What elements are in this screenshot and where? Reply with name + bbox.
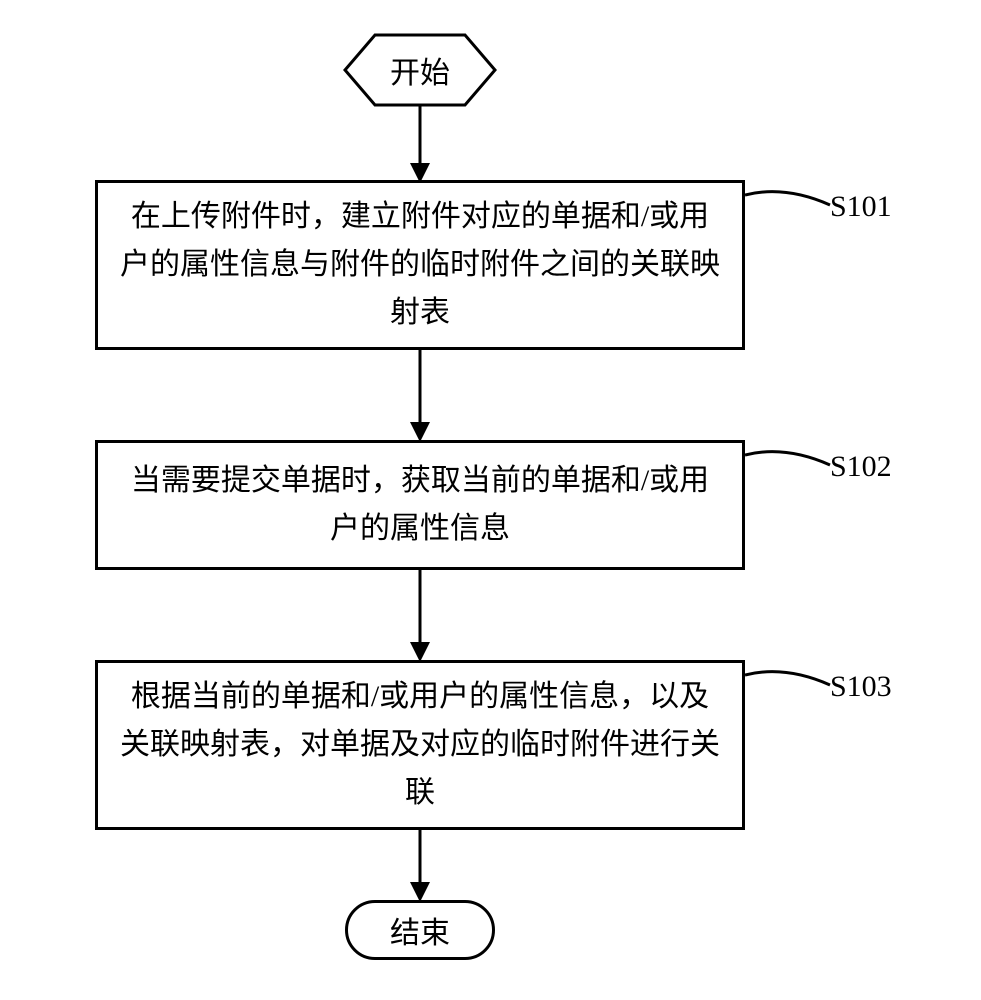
start-label: 开始 [340,30,500,110]
label-s101: S101 [830,190,892,224]
arrow-3 [408,570,432,665]
arrow-1 [408,105,432,185]
step-s102-text: 当需要提交单据时，获取当前的单据和/或用户的属性信息 [118,457,722,553]
start-node: 开始 [340,30,500,110]
label-s103: S103 [830,670,892,704]
step-s101: 在上传附件时，建立附件对应的单据和/或用户的属性信息与附件的临时附件之间的关联映… [95,180,745,350]
arrow-2 [408,350,432,445]
callout-line-s102 [745,445,835,490]
step-s103: 根据当前的单据和/或用户的属性信息，以及关联映射表，对单据及对应的临时附件进行关… [95,660,745,830]
callout-line-s101 [745,185,835,230]
arrow-4 [408,830,432,905]
end-label: 结束 [390,908,450,952]
end-node: 结束 [345,900,495,960]
step-s101-text: 在上传附件时，建立附件对应的单据和/或用户的属性信息与附件的临时附件之间的关联映… [118,193,722,337]
callout-line-s103 [745,665,835,710]
step-s102: 当需要提交单据时，获取当前的单据和/或用户的属性信息 [95,440,745,570]
flowchart-container: 开始 在上传附件时，建立附件对应的单据和/或用户的属性信息与附件的临时附件之间的… [0,0,981,1000]
step-s103-text: 根据当前的单据和/或用户的属性信息，以及关联映射表，对单据及对应的临时附件进行关… [118,673,722,817]
label-s102: S102 [830,450,892,484]
